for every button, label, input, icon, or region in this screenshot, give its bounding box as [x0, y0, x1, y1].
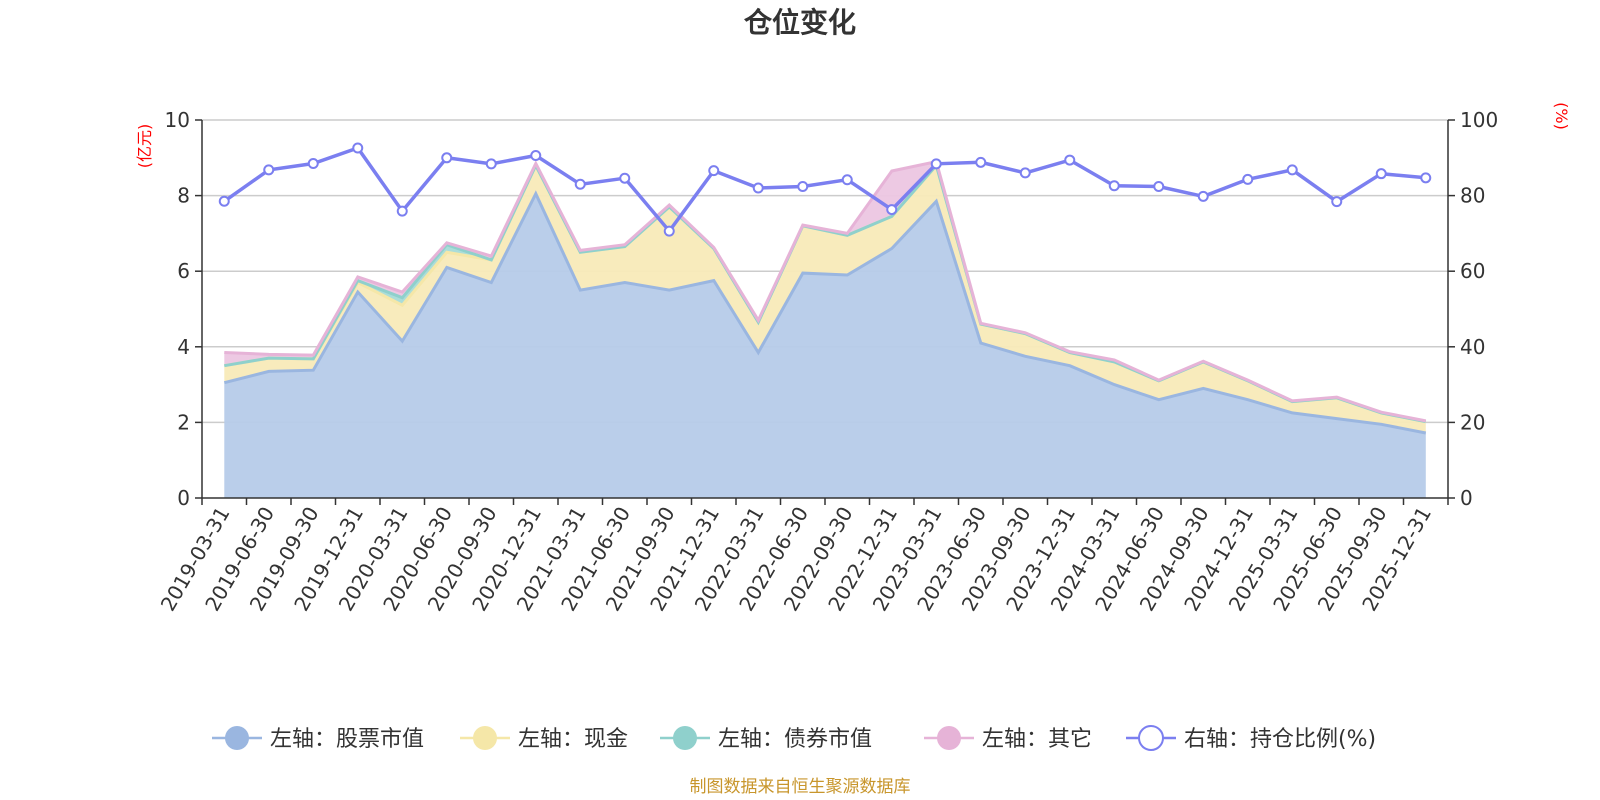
- position-ratio-point[interactable]: [841, 174, 853, 186]
- right-tick-label: 20: [1460, 410, 1485, 434]
- position-ratio-point[interactable]: [218, 195, 230, 207]
- position-ratio-point[interactable]: [1420, 172, 1432, 184]
- position-ratio-point[interactable]: [263, 164, 275, 176]
- legend-item[interactable]: 左轴：现金: [460, 726, 628, 752]
- area-line-series-0: [223, 190, 1427, 435]
- right-tick-label: 100: [1460, 108, 1498, 132]
- legend-label: 左轴：其它: [982, 727, 1092, 752]
- position-ratio-point[interactable]: [1242, 173, 1254, 185]
- position-ratio-point[interactable]: [1197, 190, 1209, 202]
- position-ratio-point[interactable]: [708, 165, 720, 177]
- legend-marker: [225, 726, 249, 750]
- position-ratio-point[interactable]: [574, 178, 586, 190]
- position-ratio-point[interactable]: [930, 158, 942, 170]
- left-tick-label: 8: [177, 184, 190, 208]
- position-ratio-point[interactable]: [396, 205, 408, 217]
- chart-title: 仓位变化: [744, 6, 856, 39]
- position-ratio-point[interactable]: [1153, 181, 1165, 193]
- left-tick-label: 4: [177, 335, 190, 359]
- position-ratio-point[interactable]: [752, 182, 764, 194]
- position-ratio-point[interactable]: [1108, 180, 1120, 192]
- position-ratio-point[interactable]: [1064, 154, 1076, 166]
- legend-label: 左轴：股票市值: [270, 727, 424, 752]
- position-ratio-point[interactable]: [797, 181, 809, 193]
- position-ratio-point[interactable]: [1286, 164, 1298, 176]
- left-tick-label: 0: [177, 486, 190, 510]
- area-series-1: [224, 165, 1426, 433]
- legend-marker: [473, 726, 497, 750]
- legend-marker: [673, 726, 697, 750]
- position-ratio-point[interactable]: [619, 172, 631, 184]
- left-axis-unit: (亿元): [135, 124, 154, 169]
- position-ratio-point[interactable]: [886, 204, 898, 216]
- right-tick-label: 40: [1460, 335, 1485, 359]
- area-series-0: [224, 193, 1426, 498]
- legend-marker: [937, 726, 961, 750]
- position-ratio-point[interactable]: [663, 225, 675, 237]
- legend-label: 左轴：债券市值: [718, 727, 872, 752]
- legend-item[interactable]: 左轴：其它: [924, 726, 1092, 752]
- left-tick-label: 6: [177, 259, 190, 283]
- position-ratio-point[interactable]: [485, 158, 497, 170]
- legend-label: 右轴：持仓比例(%): [1184, 727, 1376, 752]
- position-ratio-point[interactable]: [1331, 196, 1343, 208]
- position-ratio-point[interactable]: [1019, 167, 1031, 179]
- left-tick-label: 10: [165, 108, 190, 132]
- left-tick-label: 2: [177, 410, 190, 434]
- position-ratio-point[interactable]: [441, 152, 453, 164]
- position-ratio-line: [223, 145, 1426, 234]
- position-ratio-point[interactable]: [975, 156, 987, 168]
- legend-item[interactable]: 左轴：股票市值: [212, 726, 424, 752]
- position-ratio-point[interactable]: [307, 157, 319, 169]
- right-tick-label: 80: [1460, 184, 1485, 208]
- source-note: 制图数据来自恒生聚源数据库: [690, 777, 911, 797]
- position-ratio-point[interactable]: [352, 142, 364, 154]
- right-axis-unit: (%): [1552, 102, 1571, 130]
- right-tick-label: 0: [1460, 486, 1473, 510]
- legend-item[interactable]: 右轴：持仓比例(%): [1126, 725, 1376, 752]
- right-tick-label: 60: [1460, 259, 1485, 283]
- legend-marker: [1138, 725, 1164, 751]
- area-line-series-3: [224, 159, 1427, 423]
- position-ratio-point[interactable]: [1375, 168, 1387, 180]
- legend-item[interactable]: 左轴：债券市值: [660, 726, 872, 752]
- legend-label: 左轴：现金: [518, 727, 628, 752]
- position-ratio-point[interactable]: [530, 150, 542, 162]
